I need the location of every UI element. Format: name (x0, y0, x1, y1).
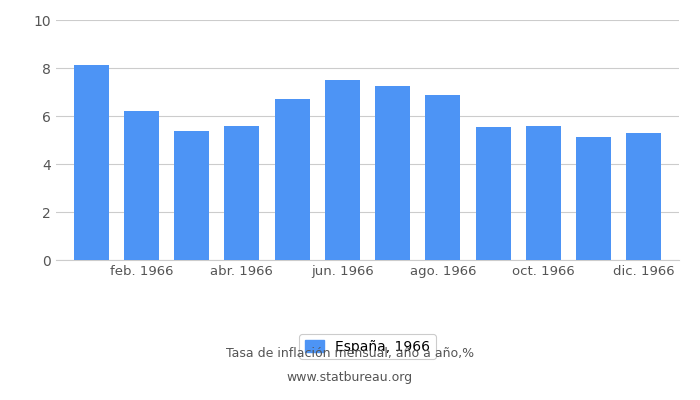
Bar (375, 86, 410, 260)
Legend: España, 1966: España, 1966 (299, 334, 436, 359)
Bar (626, 133, 662, 260)
Bar (174, 131, 209, 260)
Bar (124, 111, 159, 260)
Bar (526, 126, 561, 260)
Text: Tasa de inflación mensual, año a año,%: Tasa de inflación mensual, año a año,% (226, 348, 474, 360)
Bar (576, 137, 611, 260)
Bar (224, 126, 260, 260)
Bar (475, 127, 511, 260)
Bar (274, 99, 309, 260)
Text: www.statbureau.org: www.statbureau.org (287, 372, 413, 384)
Bar (74, 65, 108, 260)
Bar (325, 80, 360, 260)
Bar (426, 95, 461, 260)
